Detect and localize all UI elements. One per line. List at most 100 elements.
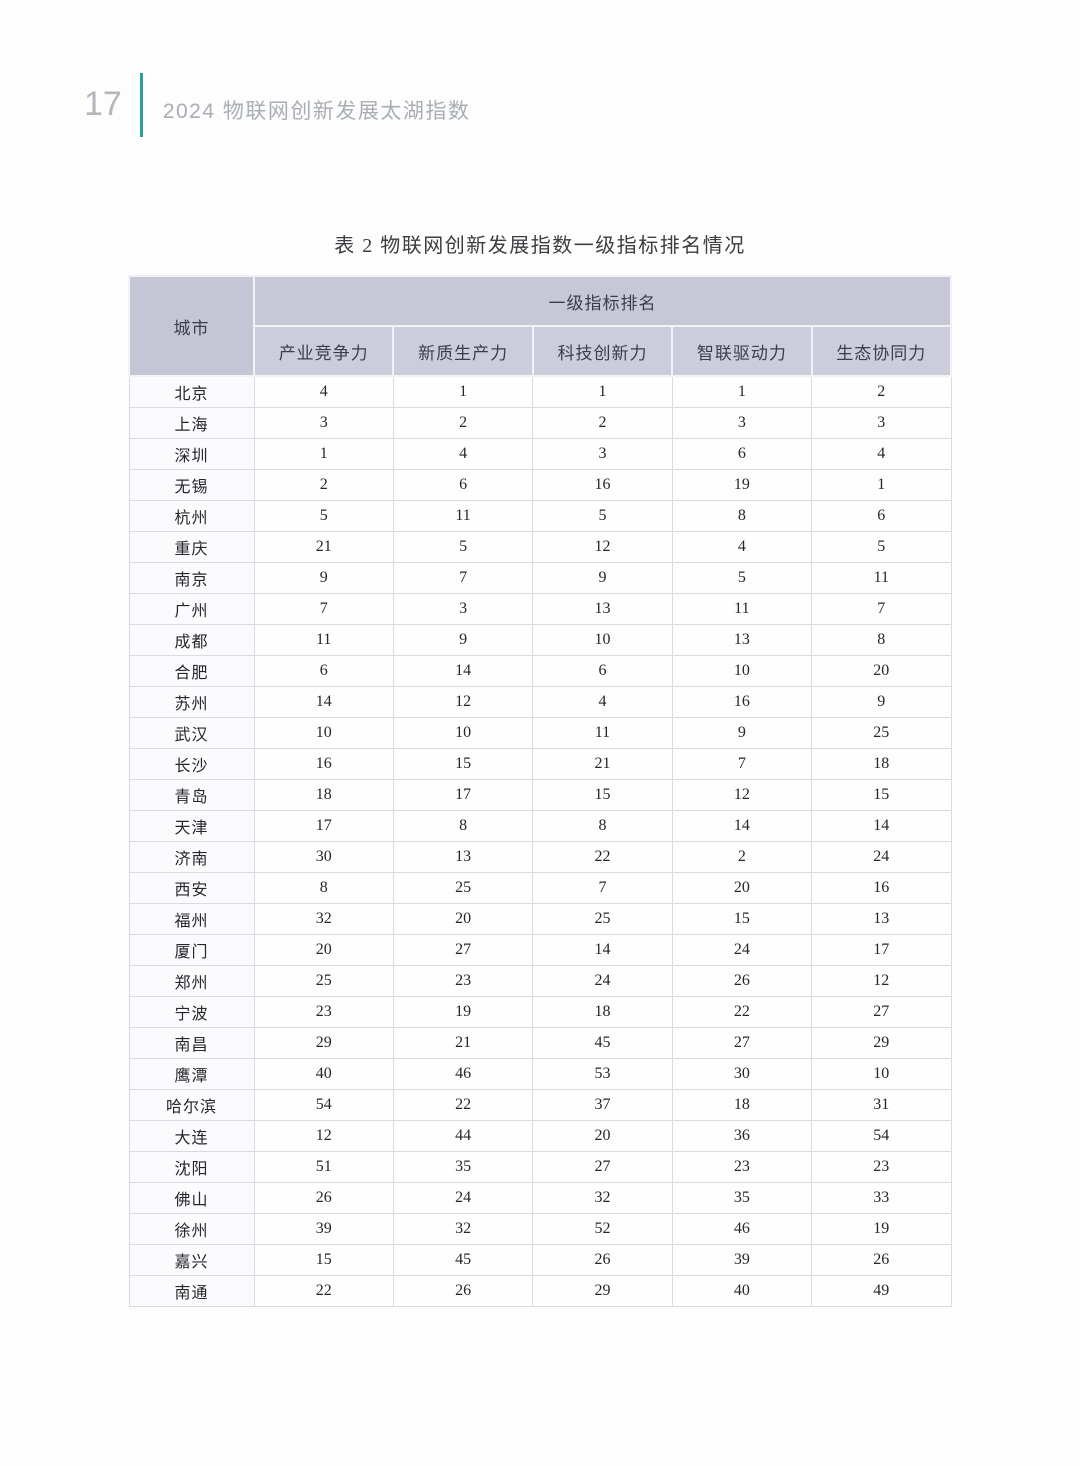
rank-cell: 18	[671, 1088, 813, 1121]
rank-cell: 12	[253, 1119, 394, 1152]
page-header: 17 2024 物联网创新发展太湖指数	[84, 72, 470, 138]
rank-cell: 7	[253, 592, 394, 625]
rank-cell: 45	[392, 1243, 534, 1276]
rank-cell: 3	[532, 437, 673, 470]
rank-cell: 5	[392, 530, 534, 563]
rank-cell: 32	[532, 1181, 673, 1214]
city-cell: 广州	[128, 592, 255, 625]
rank-cell: 22	[392, 1088, 534, 1121]
city-cell: 重庆	[128, 530, 255, 563]
city-cell: 厦门	[128, 933, 255, 966]
rank-cell: 30	[671, 1057, 813, 1090]
table-row: 深圳 1 4 3 6 4	[128, 437, 952, 470]
rank-cell: 22	[253, 1274, 394, 1307]
rank-cell: 26	[671, 964, 813, 997]
rank-cell: 27	[811, 995, 952, 1028]
page-number: 17	[84, 85, 122, 123]
rank-cell: 7	[671, 747, 813, 780]
rank-cell: 20	[811, 654, 952, 687]
rank-cell: 18	[532, 995, 673, 1028]
rank-cell: 21	[253, 530, 394, 563]
rank-cell: 8	[671, 499, 813, 532]
rank-cell: 10	[532, 623, 673, 656]
city-cell: 上海	[128, 406, 255, 439]
table-row: 济南 30 13 22 2 24	[128, 840, 952, 873]
city-cell: 沈阳	[128, 1150, 255, 1183]
rank-cell: 9	[253, 561, 394, 594]
rank-cell: 2	[392, 406, 534, 439]
rank-cell: 17	[392, 778, 534, 811]
rank-cell: 5	[811, 530, 952, 563]
rank-cell: 29	[811, 1026, 952, 1059]
rank-cell: 6	[811, 499, 952, 532]
city-cell: 南通	[128, 1274, 255, 1307]
rank-cell: 9	[392, 623, 534, 656]
rank-cell: 12	[671, 778, 813, 811]
rank-cell: 26	[253, 1181, 394, 1214]
rank-cell: 5	[532, 499, 673, 532]
city-cell: 福州	[128, 902, 255, 935]
city-cell: 南京	[128, 561, 255, 594]
table-row: 青岛 18 17 15 12 15	[128, 778, 952, 811]
rank-cell: 46	[671, 1212, 813, 1245]
rank-cell: 15	[811, 778, 952, 811]
rank-cell: 39	[671, 1243, 813, 1276]
city-cell: 无锡	[128, 468, 255, 501]
rank-cell: 17	[253, 809, 394, 842]
rank-cell: 17	[811, 933, 952, 966]
rank-cell: 33	[811, 1181, 952, 1214]
rank-cell: 8	[811, 623, 952, 656]
table-row: 成都 11 9 10 13 8	[128, 623, 952, 656]
rank-cell: 26	[811, 1243, 952, 1276]
city-cell: 杭州	[128, 499, 255, 532]
table-row: 徐州 39 32 52 46 19	[128, 1212, 952, 1245]
city-cell: 苏州	[128, 685, 255, 718]
table-row: 长沙 16 15 21 7 18	[128, 747, 952, 780]
rank-cell: 4	[532, 685, 673, 718]
rank-cell: 15	[532, 778, 673, 811]
rank-cell: 6	[392, 468, 534, 501]
rank-cell: 20	[532, 1119, 673, 1152]
table-caption: 表 2 物联网创新发展指数一级指标排名情况	[334, 235, 746, 257]
column-header-eco-synergy: 生态协同力	[810, 325, 953, 377]
rank-cell: 20	[671, 871, 813, 904]
rank-cell: 15	[392, 747, 534, 780]
rank-cell: 16	[811, 871, 952, 904]
column-header-smart-connectivity: 智联驱动力	[671, 325, 813, 377]
rank-cell: 2	[253, 468, 394, 501]
rank-cell: 1	[671, 375, 813, 408]
rank-cell: 1	[392, 375, 534, 408]
city-cell: 济南	[128, 840, 255, 873]
column-group-header: 一级指标排名	[253, 275, 952, 327]
rank-cell: 29	[253, 1026, 394, 1059]
city-cell: 武汉	[128, 716, 255, 749]
table-row: 武汉 10 10 11 9 25	[128, 716, 952, 749]
rank-cell: 29	[532, 1274, 673, 1307]
rank-cell: 30	[253, 840, 394, 873]
rank-cell: 23	[253, 995, 394, 1028]
rank-cell: 2	[532, 406, 673, 439]
city-cell: 佛山	[128, 1181, 255, 1214]
table-row: 北京 4 1 1 1 2	[128, 375, 952, 408]
rank-cell: 39	[253, 1212, 394, 1245]
document-title: 2024 物联网创新发展太湖指数	[162, 100, 471, 123]
city-cell: 西安	[128, 871, 255, 904]
rank-cell: 44	[392, 1119, 534, 1152]
rank-cell: 27	[532, 1150, 673, 1183]
table-row: 郑州 25 23 24 26 12	[128, 964, 952, 997]
rank-cell: 46	[392, 1057, 534, 1090]
rank-cell: 25	[811, 716, 952, 749]
rank-cell: 35	[392, 1150, 534, 1183]
rank-cell: 23	[671, 1150, 813, 1183]
rank-cell: 7	[811, 592, 952, 625]
table-row: 西安 8 25 7 20 16	[128, 871, 952, 904]
table-row: 嘉兴 15 45 26 39 26	[128, 1243, 952, 1276]
rank-cell: 23	[392, 964, 534, 997]
rank-cell: 40	[253, 1057, 394, 1090]
rank-cell: 24	[392, 1181, 534, 1214]
city-cell: 徐州	[128, 1212, 255, 1245]
rank-cell: 32	[253, 902, 394, 935]
rank-cell: 11	[392, 499, 534, 532]
rank-cell: 26	[392, 1274, 534, 1307]
rank-cell: 8	[532, 809, 673, 842]
